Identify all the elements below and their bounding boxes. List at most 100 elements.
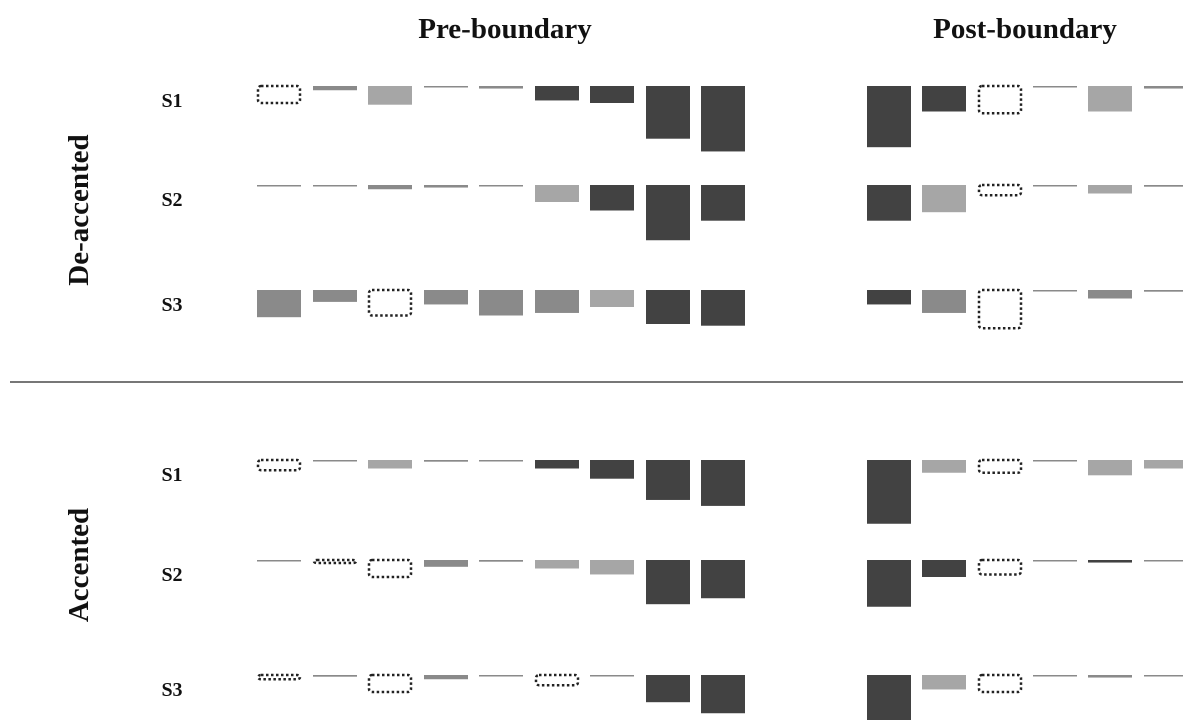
pre-bar [424, 290, 468, 305]
pre-bar [646, 560, 690, 605]
pre-bar [313, 460, 357, 462]
post-bar [1088, 86, 1132, 112]
pre-bar [424, 86, 468, 88]
post-bar [867, 560, 911, 607]
pre-bar [367, 288, 413, 317]
post-bar [1088, 290, 1132, 299]
post-bar [1033, 675, 1077, 677]
post-bar [977, 673, 1023, 694]
pre-bar [424, 560, 468, 567]
pre-bar [646, 86, 690, 139]
pre-bar [257, 290, 301, 318]
post-bar [1088, 560, 1132, 563]
pre-bar [534, 673, 580, 687]
pre-bar [646, 290, 690, 324]
pre-boundary-title: Pre-boundary [418, 13, 592, 45]
pre-bar [367, 558, 413, 579]
pre-bar [424, 460, 468, 462]
pre-bar [313, 86, 357, 91]
pre-bar [535, 185, 579, 202]
pre-bar [256, 673, 302, 681]
pre-bar [701, 675, 745, 714]
post-bar [922, 185, 966, 213]
post-bar [977, 458, 1023, 474]
post-bar [1088, 460, 1132, 476]
pre-bar [701, 560, 745, 599]
pre-bar [256, 458, 302, 472]
pre-bar [701, 86, 745, 152]
post-bar [922, 560, 966, 577]
row-label: S3 [161, 679, 182, 701]
pre-bar [535, 460, 579, 469]
post-bar [977, 288, 1023, 330]
bar-grid: S1 S2 S3 S1 S2 S3 [161, 84, 1183, 720]
post-bar [1144, 560, 1183, 562]
pre-bar [646, 675, 690, 703]
post-bar [1033, 86, 1077, 88]
post-bar [922, 675, 966, 690]
condition-label-accented: Accented [63, 508, 95, 622]
pre-bar [479, 185, 523, 187]
pre-bar [479, 675, 523, 677]
post-bar [922, 460, 966, 473]
post-bar [977, 84, 1023, 115]
pre-bar [368, 185, 412, 190]
pre-bar [257, 185, 301, 187]
post-bar [1033, 560, 1077, 562]
post-bar [1144, 675, 1183, 677]
row-label: S2 [161, 189, 182, 211]
pre-bar [257, 560, 301, 562]
condition-label-de-accented: De-accented [63, 134, 95, 285]
post-bar [1033, 460, 1077, 462]
pre-bar [590, 675, 634, 677]
pre-bar [535, 290, 579, 313]
pre-bar [646, 460, 690, 500]
post-bar [867, 675, 911, 720]
post-bar [867, 185, 911, 221]
pre-bar [479, 560, 523, 562]
post-bar [1033, 290, 1077, 292]
pre-bar [312, 558, 358, 565]
post-bar [1144, 290, 1183, 292]
post-bar [1144, 185, 1183, 187]
pre-bar [479, 86, 523, 89]
pre-bar [368, 460, 412, 469]
post-bar [867, 290, 911, 305]
post-bar [867, 460, 911, 524]
pre-bar [424, 675, 468, 680]
pre-bar [368, 86, 412, 105]
pre-bar [535, 560, 579, 569]
row-label: S1 [161, 464, 182, 486]
row-label: S3 [161, 294, 182, 316]
pre-bar [590, 185, 634, 211]
post-boundary-title: Post-boundary [933, 13, 1117, 45]
pre-bar [590, 460, 634, 479]
post-bar [977, 558, 1023, 576]
post-bar [1088, 675, 1132, 678]
pre-bar [479, 460, 523, 462]
pre-bar [367, 673, 413, 694]
row-label: S1 [161, 90, 182, 112]
post-bar [867, 86, 911, 148]
pre-bar [646, 185, 690, 241]
pre-bar [256, 84, 302, 105]
row-label: S2 [161, 564, 182, 586]
post-bar [977, 183, 1023, 197]
post-bar [1144, 86, 1183, 89]
pre-bar [313, 675, 357, 677]
pre-bar [424, 185, 468, 188]
pre-bar [590, 560, 634, 575]
pre-bar [313, 290, 357, 302]
post-bar [1088, 185, 1132, 194]
pre-bar [701, 460, 745, 506]
pre-bar [313, 185, 357, 187]
pre-bar [479, 290, 523, 316]
pre-bar [701, 185, 745, 221]
post-bar [1144, 460, 1183, 469]
pre-bar [590, 86, 634, 103]
post-bar [1033, 185, 1077, 187]
post-bar [922, 86, 966, 112]
post-bar [922, 290, 966, 313]
pre-bar [590, 290, 634, 307]
